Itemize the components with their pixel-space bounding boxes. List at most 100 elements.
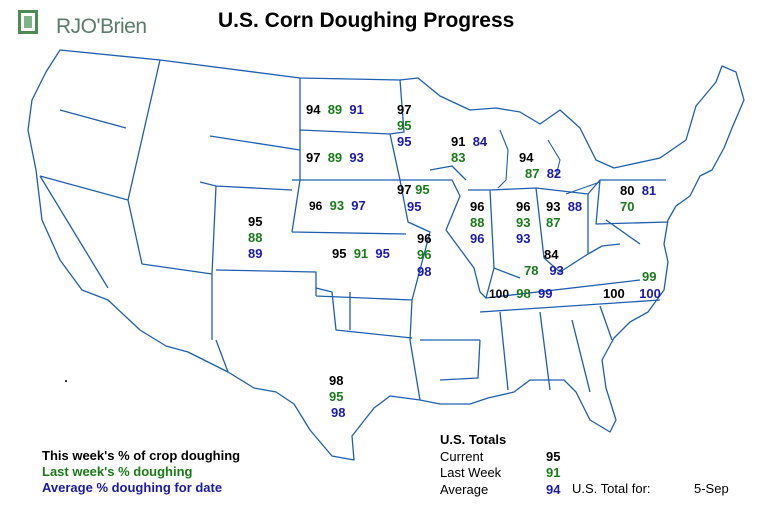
current-value: 84 xyxy=(544,247,559,262)
state-colorado: 95 88 89 xyxy=(248,214,262,261)
map-title: U.S. Corn Doughing Progress xyxy=(218,9,515,32)
state-ohio: 93 88 87 xyxy=(546,199,582,230)
rjobrien-logo: RJO'Brien xyxy=(18,6,168,40)
state-lines xyxy=(39,59,669,401)
current-value: 98 xyxy=(329,373,344,388)
totals-last-week-value: 91 xyxy=(546,465,561,480)
last-week-value: 91 xyxy=(353,246,369,261)
average-value: 91 xyxy=(349,102,364,117)
last-week-value: 93 xyxy=(329,198,345,213)
map-dot xyxy=(65,380,67,382)
last-week-value: 98 xyxy=(516,286,531,301)
last-week-value: 95 xyxy=(415,182,430,197)
average-value: 88 xyxy=(567,199,583,214)
current-value: 94 xyxy=(306,102,321,117)
current-value: 96 xyxy=(417,231,432,246)
average-value: 95 xyxy=(407,199,422,214)
totals-last-week-row: Last Week 91 xyxy=(440,465,560,482)
last-week-value: 93 xyxy=(516,215,531,230)
current-value: 100 xyxy=(603,286,625,301)
current-value: 97 xyxy=(397,182,412,197)
totals-average-row: Average 94 xyxy=(440,481,560,499)
average-value: 96 xyxy=(470,231,485,246)
average-value: 82 xyxy=(546,166,562,181)
average-value: 84 xyxy=(472,134,488,149)
last-week-value: 87 xyxy=(525,166,540,181)
last-week-value: 95 xyxy=(329,389,344,404)
totals-last-week-label: Last Week xyxy=(440,465,502,480)
state-illinois: 96 88 96 xyxy=(470,199,484,246)
current-value: 95 xyxy=(332,246,347,261)
state-missouri: 96 96 98 xyxy=(417,231,431,279)
current-value: 95 xyxy=(248,214,263,229)
legend: This week's % of crop doughing Last week… xyxy=(42,448,240,496)
totals-average-value: 94 xyxy=(546,481,561,497)
average-value: 97 xyxy=(351,198,366,213)
state-kentucky: 84 78 93 xyxy=(524,247,564,278)
lake-michigan xyxy=(497,129,509,189)
logo-text: RJO'Brien xyxy=(56,15,147,38)
current-value: 97 xyxy=(306,150,321,165)
last-week-value: 83 xyxy=(451,150,466,165)
state-iowa: 97 95 95 xyxy=(397,182,430,214)
state-north-dakota: 94 89 91 xyxy=(306,102,364,117)
logo-mark-icon xyxy=(18,10,38,34)
last-week-value: 88 xyxy=(470,215,485,230)
total-date-label: U.S. Total for: xyxy=(572,481,651,496)
state-indiana: 96 93 93 xyxy=(516,199,530,246)
totals-current-value: 95 xyxy=(546,448,561,464)
current-value: 96 xyxy=(516,199,531,214)
totals-header: U.S. Totals xyxy=(440,432,507,447)
lake-erie xyxy=(565,181,601,195)
current-value: 94 xyxy=(519,150,534,165)
current-value: 100 xyxy=(489,287,510,301)
total-date-value: 5-Sep xyxy=(694,481,729,496)
last-week-value: 99 xyxy=(642,269,657,284)
current-value: 91 xyxy=(451,134,466,149)
state-tennessee: 100 98 99 xyxy=(489,286,552,302)
state-nebraska: 96 93 97 xyxy=(309,198,366,214)
legend-current: This week's % of crop doughing xyxy=(42,448,241,463)
state-texas: 98 95 98 xyxy=(329,373,345,420)
state-kansas: 95 91 95 xyxy=(332,246,390,261)
current-value: 80 xyxy=(620,183,635,198)
last-week-value: 96 xyxy=(417,247,432,262)
state-north-carolina: 99 100 100 xyxy=(603,269,661,301)
last-week-value: 78 xyxy=(524,263,539,278)
current-value: 96 xyxy=(470,199,485,214)
average-value: 93 xyxy=(349,150,364,165)
average-value: 98 xyxy=(417,264,432,279)
current-value: 96 xyxy=(309,199,323,213)
state-south-dakota: 97 89 93 xyxy=(306,150,364,165)
average-value: 98 xyxy=(331,405,346,420)
totals-current-row: Current 95 xyxy=(440,448,560,466)
average-value: 89 xyxy=(248,246,263,261)
state-michigan: 94 87 82 xyxy=(519,150,561,181)
last-week-value: 88 xyxy=(248,230,263,245)
last-week-value: 95 xyxy=(397,118,412,133)
average-value: 93 xyxy=(549,263,564,278)
totals-average-label: Average xyxy=(440,481,489,497)
average-value: 99 xyxy=(537,286,553,301)
lake-huron xyxy=(547,139,561,177)
average-value: 100 xyxy=(639,286,661,301)
last-week-value: 70 xyxy=(620,199,635,214)
last-week-value: 89 xyxy=(327,150,343,165)
average-value: 95 xyxy=(397,134,412,149)
totals-current-label: Current xyxy=(440,448,484,464)
average-value: 93 xyxy=(516,231,531,246)
state-minnesota: 97 95 95 xyxy=(397,102,411,149)
last-week-value: 89 xyxy=(327,102,343,117)
last-week-value: 87 xyxy=(546,215,561,230)
current-value: 97 xyxy=(397,102,412,117)
average-value: 95 xyxy=(375,246,390,261)
legend-last-week: Last week's % doughing xyxy=(42,464,193,479)
current-value: 93 xyxy=(546,199,561,214)
state-pennsylvania: 80 81 70 xyxy=(620,183,656,214)
us-outline xyxy=(27,49,745,461)
legend-average: Average % doughing for date xyxy=(42,480,223,495)
average-value: 81 xyxy=(641,183,657,198)
state-wisconsin: 91 84 83 xyxy=(451,134,487,165)
us-totals: U.S. Totals Current 95 Last Week 91 Aver… xyxy=(440,432,560,499)
